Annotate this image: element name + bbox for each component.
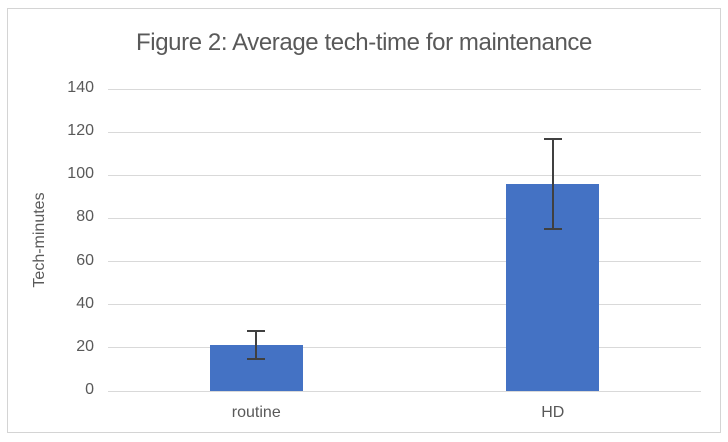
y-tick-label: 120 — [67, 122, 94, 140]
gridline — [108, 218, 701, 219]
error-bar-line — [255, 330, 258, 359]
gridline — [108, 175, 701, 176]
plot-area — [108, 89, 701, 392]
gridline — [108, 261, 701, 262]
x-tick-label: HD — [541, 404, 565, 421]
error-bar-cap — [247, 357, 266, 360]
x-tick-label: routine — [231, 404, 281, 421]
error-bar-cap — [247, 329, 266, 332]
chart-title: Figure 2: Average tech-time for maintena… — [136, 29, 592, 56]
gridline — [108, 304, 701, 305]
gridline — [108, 132, 701, 133]
y-tick-label: 40 — [76, 294, 94, 312]
y-axis-title: Tech-minutes — [31, 192, 48, 288]
gridline — [108, 89, 701, 90]
y-tick-label: 0 — [85, 381, 94, 398]
gridline — [108, 347, 701, 348]
y-tick-label: 80 — [76, 208, 94, 226]
y-tick-label: 100 — [67, 165, 94, 183]
x-axis-line — [108, 391, 701, 392]
error-bar-line — [551, 138, 554, 230]
y-tick-label: 20 — [76, 337, 94, 355]
y-tick-label: 140 — [67, 79, 94, 96]
error-bar-cap — [543, 137, 562, 140]
error-bar-cap — [543, 228, 562, 231]
y-tick-label: 60 — [76, 251, 94, 269]
chart-frame: Figure 2: Average tech-time for maintena… — [7, 8, 721, 433]
